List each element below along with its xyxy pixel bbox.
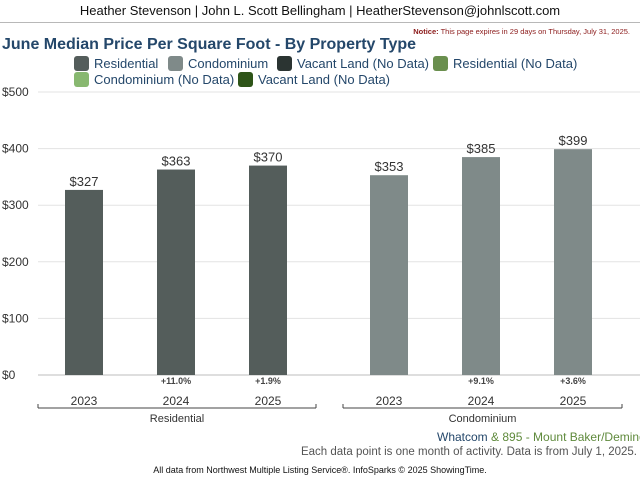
bar bbox=[249, 165, 287, 375]
legend-label: Residential (No Data) bbox=[453, 56, 578, 71]
x-tick-label: 2025 bbox=[560, 394, 587, 408]
geography-label: Whatcom & 895 - Mount Baker/Deming bbox=[437, 430, 640, 444]
bar-value-label: $399 bbox=[559, 133, 588, 148]
legend-item-vacant-land-no-data-2[interactable]: Vacant Land (No Data) bbox=[238, 72, 390, 87]
y-tick-label: $500 bbox=[2, 85, 29, 99]
bar bbox=[157, 169, 195, 375]
geo-subarea: & 895 - Mount Baker/Deming bbox=[487, 430, 640, 444]
group-label: Condominium bbox=[449, 413, 517, 425]
x-tick-label: 2023 bbox=[376, 394, 403, 408]
legend-item-condominium[interactable]: Condominium bbox=[168, 56, 268, 71]
expiry-notice: Notice: This page expires in 29 days on … bbox=[413, 27, 630, 36]
y-tick-label: $200 bbox=[2, 255, 29, 269]
legend-swatch bbox=[168, 56, 183, 71]
legend-item-residential[interactable]: Residential bbox=[74, 56, 158, 71]
x-tick-label: 2023 bbox=[71, 394, 98, 408]
percent-change-label: +9.1% bbox=[468, 376, 494, 386]
legend-label: Vacant Land (No Data) bbox=[297, 56, 429, 71]
legend-item-condominium-no-data[interactable]: Condominium (No Data) bbox=[74, 72, 234, 87]
y-tick-label: $0 bbox=[2, 368, 16, 382]
bar bbox=[370, 175, 408, 375]
data-note: Each data point is one month of activity… bbox=[300, 446, 637, 458]
data-source: All data from Northwest Multiple Listing… bbox=[153, 465, 487, 475]
legend-label: Vacant Land (No Data) bbox=[258, 72, 390, 87]
y-tick-label: $400 bbox=[2, 142, 29, 156]
bar-value-label: $370 bbox=[254, 150, 283, 165]
notice-label: Notice: bbox=[413, 27, 439, 36]
legend-swatch bbox=[238, 72, 253, 87]
bar-value-label: $353 bbox=[375, 159, 404, 174]
bar-value-label: $327 bbox=[70, 174, 99, 189]
bar bbox=[554, 149, 592, 375]
legend-item-vacant-land-no-data[interactable]: Vacant Land (No Data) bbox=[277, 56, 429, 71]
x-tick-label: 2025 bbox=[255, 394, 282, 408]
y-tick-label: $100 bbox=[2, 311, 29, 325]
legend-swatch bbox=[277, 56, 292, 71]
notice-text: This page expires in 29 days on Thursday… bbox=[440, 27, 630, 36]
legend-swatch bbox=[74, 56, 89, 71]
percent-change-label: +11.0% bbox=[161, 376, 191, 386]
agent-header: Heather Stevenson | John L. Scott Bellin… bbox=[0, 0, 640, 23]
legend-label: Condominium bbox=[188, 56, 269, 71]
percent-change-label: +3.6% bbox=[560, 376, 586, 386]
x-tick-label: 2024 bbox=[163, 394, 190, 408]
bar-value-label: $385 bbox=[467, 141, 496, 156]
legend-label: Condominium (No Data) bbox=[94, 72, 235, 87]
legend-swatch bbox=[74, 72, 89, 87]
bar-chart: $0 $100 $200 $300 $400 $500 $327 2023 $363 +11.0%… bbox=[2, 85, 640, 425]
legend-item-residential-no-data[interactable]: Residential (No Data) bbox=[433, 56, 577, 71]
legend-swatch bbox=[433, 56, 448, 71]
legend-label: Residential bbox=[94, 56, 159, 71]
bar-value-label: $363 bbox=[162, 154, 191, 169]
geo-area: Whatcom bbox=[437, 430, 488, 444]
chart-title: June Median Price Per Square Foot - By P… bbox=[2, 36, 417, 53]
bar bbox=[65, 189, 103, 375]
bar bbox=[462, 157, 500, 375]
chart-legend: Residential Condominium Vacant Land (No … bbox=[0, 56, 640, 88]
group-label: Residential bbox=[150, 413, 204, 425]
percent-change-label: +1.9% bbox=[255, 376, 281, 386]
y-tick-label: $300 bbox=[2, 198, 29, 212]
x-tick-label: 2024 bbox=[468, 394, 495, 408]
